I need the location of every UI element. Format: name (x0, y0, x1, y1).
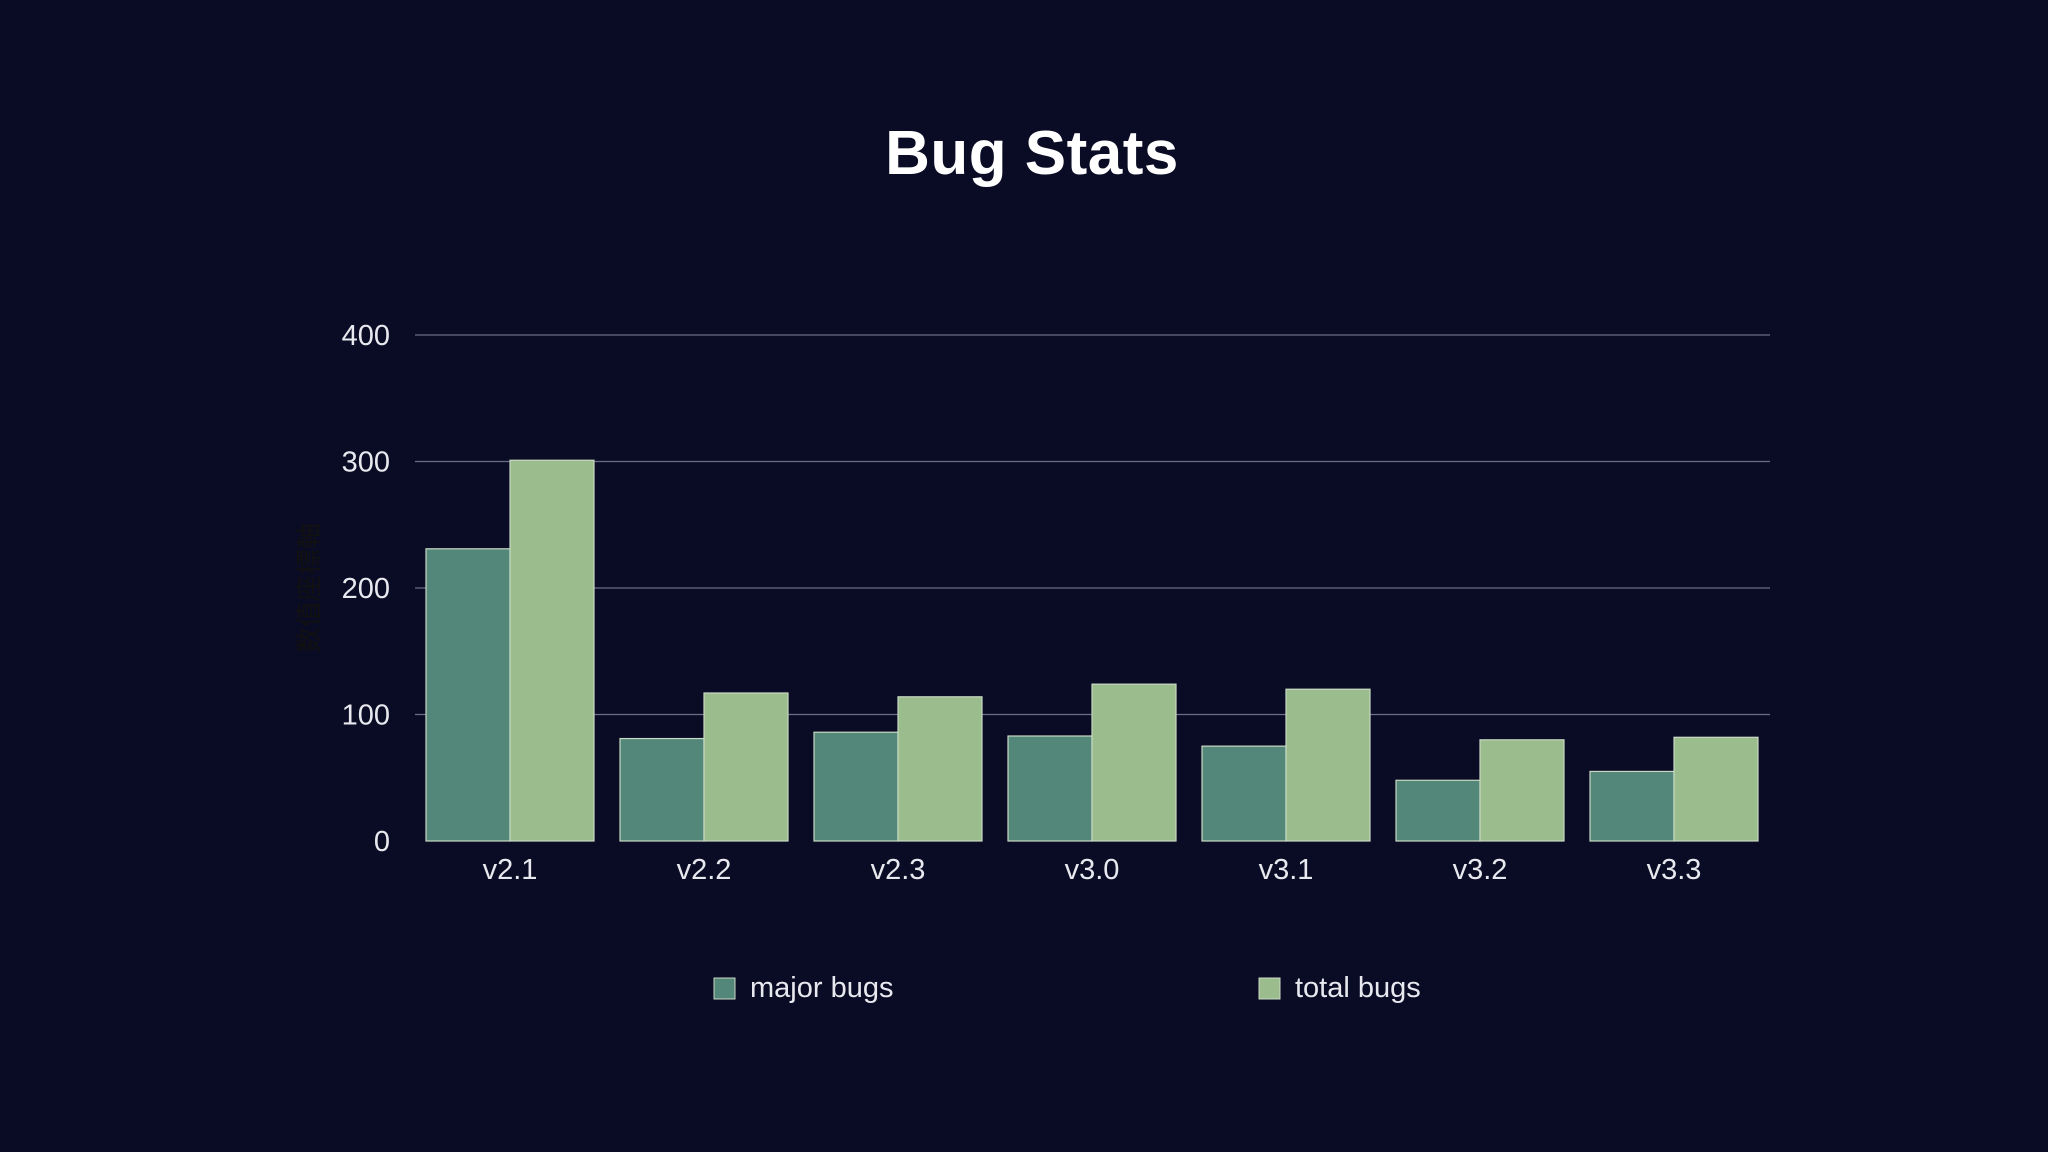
bar-major-bugs-v2.2 (619, 737, 705, 842)
bar-total-bugs-v3.3 (1673, 736, 1759, 842)
bar-major-bugs-v2.3 (813, 731, 899, 842)
y-tick-label: 300 (342, 447, 390, 479)
legend-label: total bugs (1295, 972, 1421, 1004)
gridlines (415, 334, 1770, 716)
x-tick-label: v3.2 (1453, 854, 1508, 886)
legend: major bugs total bugs (713, 972, 1421, 1004)
x-tick-label: v2.1 (483, 854, 538, 886)
bar-total-bugs-v3.0 (1091, 683, 1177, 842)
y-tick-label: 400 (342, 320, 390, 352)
bars (425, 459, 1759, 842)
x-tick-label: v2.3 (871, 854, 926, 886)
bar-major-bugs-v3.0 (1007, 735, 1093, 842)
bar-major-bugs-v3.1 (1201, 745, 1287, 842)
bar-total-bugs-v2.3 (897, 696, 983, 842)
x-tick-label: v2.2 (677, 854, 732, 886)
y-tick-label: 0 (374, 826, 390, 858)
x-axis-ticks: v2.1 v2.2 v2.3 v3.0 v3.1 v3.2 v3.3 (483, 854, 1702, 886)
bar-total-bugs-v3.1 (1285, 688, 1371, 842)
legend-label: major bugs (750, 972, 893, 1004)
legend-swatch (1258, 977, 1281, 1000)
bar-total-bugs-v2.1 (509, 459, 595, 842)
x-tick-label: v3.3 (1647, 854, 1702, 886)
y-tick-label: 200 (342, 573, 390, 605)
y-axis-ticks: 0 100 200 300 400 (342, 320, 390, 858)
bar-total-bugs-v3.2 (1479, 739, 1565, 842)
x-tick-label: v3.0 (1065, 854, 1120, 886)
bar-major-bugs-v3.3 (1589, 770, 1675, 842)
bar-total-bugs-v2.2 (703, 692, 789, 842)
x-tick-label: v3.1 (1259, 854, 1314, 886)
y-tick-label: 100 (342, 700, 390, 732)
y-axis-title: 数值座標軸 (295, 523, 325, 653)
bar-major-bugs-v3.2 (1395, 779, 1481, 842)
bar-major-bugs-v2.1 (425, 548, 511, 842)
legend-swatch (713, 977, 736, 1000)
chart-title: Bug Stats (885, 119, 1179, 188)
